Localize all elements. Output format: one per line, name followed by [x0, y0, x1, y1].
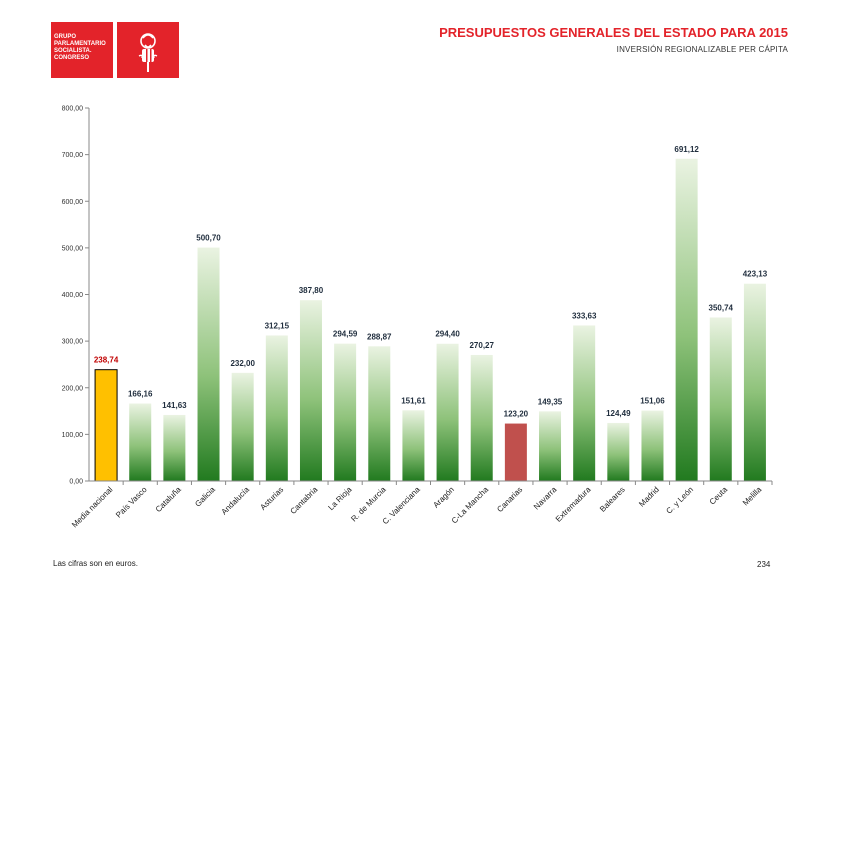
data-label: 166,16 [128, 390, 153, 399]
bar [607, 422, 630, 481]
bar [573, 325, 596, 481]
bar [709, 317, 732, 481]
y-tick-label: 800,00 [62, 106, 84, 113]
y-tick-label: 700,00 [62, 152, 84, 159]
x-tick-label: Galicia [193, 485, 217, 509]
data-label: 141,63 [162, 401, 187, 410]
data-label: 232,00 [230, 359, 255, 368]
x-tick-label: Cantabria [288, 485, 319, 516]
y-tick-label: 300,00 [62, 339, 84, 346]
bar [539, 411, 562, 481]
x-tick-label: C-La Mancha [450, 485, 491, 526]
x-tick-label: Aragón [431, 485, 456, 510]
bar [368, 346, 391, 481]
data-label: 151,61 [401, 396, 426, 405]
x-tick-label: País Vasco [114, 485, 149, 520]
y-axis: 0,00 100,00 200,00 300,00 400,00 500,00 600,00… [62, 106, 90, 486]
logo-line: PARLAMENTARIO [54, 41, 106, 47]
rose-fist-logo-icon [117, 22, 179, 78]
x-tick-label: Asturias [258, 485, 285, 512]
x-tick-label: Canarias [495, 485, 524, 514]
data-label: 387,80 [299, 286, 324, 295]
data-label: 294,40 [435, 330, 460, 339]
bar [504, 423, 527, 481]
bar [436, 343, 459, 481]
data-label: 350,74 [709, 303, 734, 312]
data-label: 151,06 [640, 397, 665, 406]
footnote: Las cifras son en euros. [53, 559, 138, 568]
y-tick-label: 500,00 [62, 245, 84, 252]
data-label: 423,13 [743, 270, 768, 279]
bar [641, 410, 664, 481]
data-label: 270,27 [469, 341, 494, 350]
x-tick-label: C. y León [664, 485, 695, 516]
bar [94, 369, 118, 482]
bar [197, 247, 220, 481]
logo-line: CONGRESO [54, 55, 90, 61]
data-label: 288,87 [367, 332, 392, 341]
data-label: 123,20 [504, 410, 529, 419]
value-labels: 238,74 166,16 141,63 500,70 232,00 312,15 387,… [94, 145, 768, 419]
x-tick-label: Ceuta [708, 485, 730, 507]
bar [129, 403, 152, 481]
data-label: 333,63 [572, 311, 597, 320]
x-tick-label: Navarra [532, 485, 559, 512]
logo-text-block: GRUPO PARLAMENTARIO SOCIALISTA. CONGRESO [51, 22, 113, 78]
bar [265, 335, 288, 481]
y-tick-label: 100,00 [62, 432, 84, 439]
y-tick-label: 200,00 [62, 385, 84, 392]
bar [743, 283, 766, 481]
logo-line: GRUPO [54, 34, 77, 40]
page-subtitle: INVERSIÓN REGIONALIZABLE PER CÁPITA [616, 45, 788, 54]
logo-divider [113, 22, 117, 78]
x-tick-label: Madrid [637, 485, 661, 509]
data-label: 691,12 [674, 145, 699, 154]
data-label: 294,59 [333, 330, 358, 339]
bar [402, 410, 425, 481]
page-title: PRESUPUESTOS GENERALES DEL ESTADO PARA 2… [439, 25, 788, 40]
rose-fist-emblem-icon [138, 33, 158, 72]
x-tick-label: Baleares [598, 485, 627, 514]
x-tick-label: Melilla [741, 485, 764, 508]
bar [334, 343, 357, 481]
data-label: 500,70 [196, 234, 221, 243]
y-tick-label: 400,00 [62, 292, 84, 299]
x-tick-label: Cataluña [154, 485, 183, 514]
bar [470, 354, 493, 481]
data-label: 312,15 [265, 321, 290, 330]
logo-line: SOCIALISTA. [54, 48, 92, 54]
data-label: 124,49 [606, 409, 631, 418]
bar-series [94, 158, 766, 482]
y-tick-label: 0,00 [69, 479, 83, 486]
x-tick-label: Extremadura [554, 485, 593, 524]
data-label: 149,35 [538, 397, 563, 406]
data-label: 238,74 [94, 356, 119, 365]
x-axis: Media nacional País Vasco Cataluña Galicia A… [70, 480, 773, 530]
bar [299, 300, 322, 481]
bar [231, 372, 254, 481]
x-tick-label: Media nacional [70, 485, 115, 530]
page-number: 234 [757, 560, 771, 569]
bar [675, 158, 698, 481]
x-tick-label: La Rioja [326, 485, 354, 513]
x-tick-label: Andalucía [220, 485, 252, 517]
bar [163, 414, 186, 481]
y-tick-label: 600,00 [62, 199, 84, 206]
